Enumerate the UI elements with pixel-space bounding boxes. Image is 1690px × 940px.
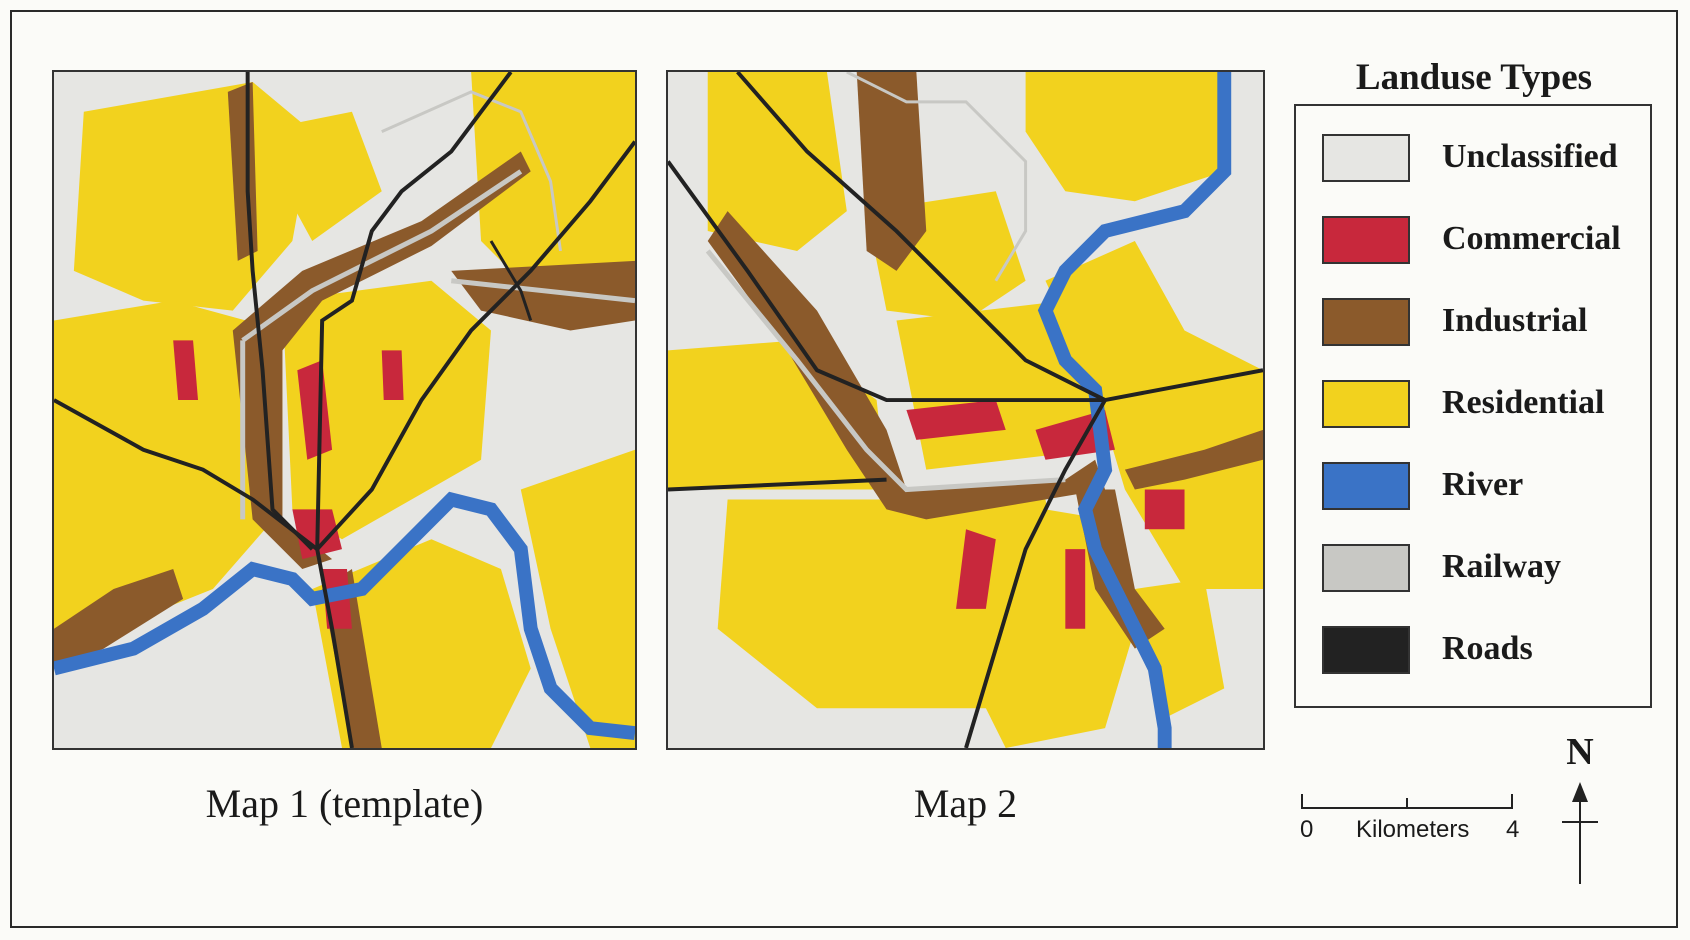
legend-label: Unclassified [1442, 138, 1618, 175]
legend-swatch-unclassified [1322, 134, 1410, 182]
scale-bar-line [1301, 794, 1513, 809]
legend-label: Railway [1442, 548, 1561, 585]
legend-label: Industrial [1442, 302, 1588, 339]
legend-swatch-residential [1322, 380, 1410, 428]
legend-label: River [1442, 466, 1524, 503]
scale-end: 4 [1506, 816, 1520, 843]
legend-swatch-roads [1322, 626, 1410, 674]
map-2-caption: Map 2 [913, 781, 1018, 826]
map-2 [666, 70, 1265, 750]
scale-bar: 0 Kilometers 4 [1300, 790, 1520, 860]
legend-item-unclassified: Unclassified [1322, 134, 1642, 184]
legend-item-river: River [1322, 462, 1642, 512]
north-arrow-icon [1562, 782, 1598, 884]
legend-swatch-commercial [1322, 216, 1410, 264]
scale-unit: Kilometers [1356, 816, 1470, 843]
legend-label: Roads [1442, 630, 1533, 667]
legend-item-commercial: Commercial [1322, 216, 1642, 266]
legend-swatch-industrial [1322, 298, 1410, 346]
map-1-caption: Map 1 (template) [205, 781, 484, 826]
legend-item-residential: Residential [1322, 380, 1642, 430]
legend-swatch-river [1322, 462, 1410, 510]
legend-item-railway: Railway [1322, 544, 1642, 594]
north-arrow: N [1550, 730, 1620, 890]
map-2-graphic [668, 72, 1263, 748]
legend-item-roads: Roads [1322, 626, 1642, 676]
scale-start: 0 [1300, 816, 1314, 843]
legend-title: Landuse Types [1355, 57, 1593, 98]
legend: Unclassified Commercial Industrial Resid… [1294, 104, 1652, 708]
legend-swatch-railway [1322, 544, 1410, 592]
legend-label: Commercial [1442, 220, 1621, 257]
map-1-graphic [54, 72, 635, 748]
legend-label: Residential [1442, 384, 1605, 421]
legend-item-industrial: Industrial [1322, 298, 1642, 348]
north-label: N [1566, 731, 1594, 773]
map-1 [52, 70, 637, 750]
